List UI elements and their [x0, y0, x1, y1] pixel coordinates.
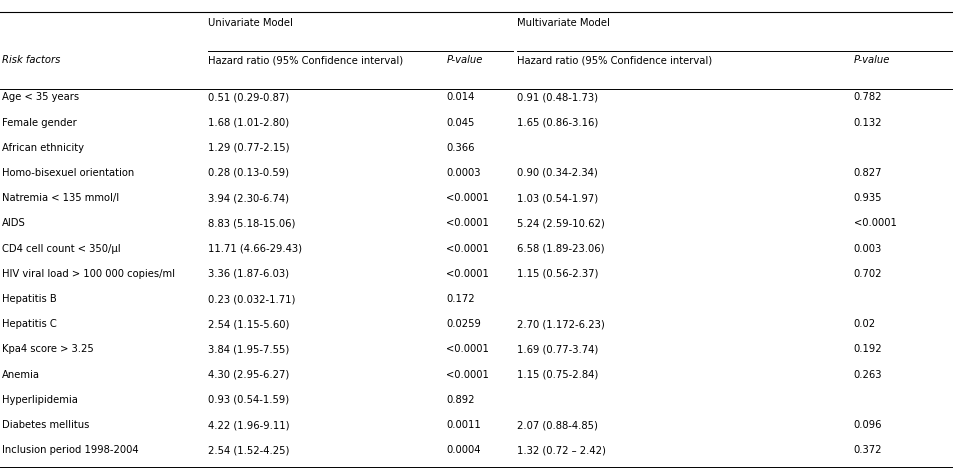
Text: 0.0011: 0.0011: [446, 420, 480, 430]
Text: Hyperlipidemia: Hyperlipidemia: [2, 395, 78, 405]
Text: Age < 35 years: Age < 35 years: [2, 92, 79, 102]
Text: 2.54 (1.15-5.60): 2.54 (1.15-5.60): [208, 319, 289, 329]
Text: Hazard ratio (95% Confidence interval): Hazard ratio (95% Confidence interval): [208, 55, 403, 65]
Text: <0.0001: <0.0001: [446, 269, 489, 279]
Text: Female gender: Female gender: [2, 118, 76, 128]
Text: 0.892: 0.892: [446, 395, 475, 405]
Text: <0.0001: <0.0001: [853, 218, 896, 228]
Text: 0.28 (0.13-0.59): 0.28 (0.13-0.59): [208, 168, 289, 178]
Text: Multivariate Model: Multivariate Model: [517, 18, 609, 28]
Text: Kpa4 score > 3.25: Kpa4 score > 3.25: [2, 345, 93, 355]
Text: Natremia < 135 mmol/l: Natremia < 135 mmol/l: [2, 193, 119, 203]
Text: 2.54 (1.52-4.25): 2.54 (1.52-4.25): [208, 445, 289, 455]
Text: 0.02: 0.02: [853, 319, 875, 329]
Text: Anemia: Anemia: [2, 370, 40, 380]
Text: Hazard ratio (95% Confidence interval): Hazard ratio (95% Confidence interval): [517, 55, 712, 65]
Text: 0.132: 0.132: [853, 118, 882, 128]
Text: Homo-bisexuel orientation: Homo-bisexuel orientation: [2, 168, 134, 178]
Text: <0.0001: <0.0001: [446, 345, 489, 355]
Text: 1.03 (0.54-1.97): 1.03 (0.54-1.97): [517, 193, 598, 203]
Text: 0.192: 0.192: [853, 345, 882, 355]
Text: 4.30 (2.95-6.27): 4.30 (2.95-6.27): [208, 370, 289, 380]
Text: P-value: P-value: [446, 55, 482, 65]
Text: 0.935: 0.935: [853, 193, 882, 203]
Text: <0.0001: <0.0001: [446, 218, 489, 228]
Text: 0.93 (0.54-1.59): 0.93 (0.54-1.59): [208, 395, 289, 405]
Text: 0.0259: 0.0259: [446, 319, 481, 329]
Text: 0.782: 0.782: [853, 92, 882, 102]
Text: 0.51 (0.29-0.87): 0.51 (0.29-0.87): [208, 92, 289, 102]
Text: CD4 cell count < 350/µl: CD4 cell count < 350/µl: [2, 244, 120, 254]
Text: P-value: P-value: [853, 55, 889, 65]
Text: 3.36 (1.87-6.03): 3.36 (1.87-6.03): [208, 269, 289, 279]
Text: 0.263: 0.263: [853, 370, 882, 380]
Text: 0.172: 0.172: [446, 294, 475, 304]
Text: Diabetes mellitus: Diabetes mellitus: [2, 420, 90, 430]
Text: 2.70 (1.172-6.23): 2.70 (1.172-6.23): [517, 319, 604, 329]
Text: 0.702: 0.702: [853, 269, 882, 279]
Text: 1.65 (0.86-3.16): 1.65 (0.86-3.16): [517, 118, 598, 128]
Text: 0.90 (0.34-2.34): 0.90 (0.34-2.34): [517, 168, 598, 178]
Text: Inclusion period 1998-2004: Inclusion period 1998-2004: [2, 445, 138, 455]
Text: 0.096: 0.096: [853, 420, 882, 430]
Text: <0.0001: <0.0001: [446, 370, 489, 380]
Text: 1.32 (0.72 – 2.42): 1.32 (0.72 – 2.42): [517, 445, 605, 455]
Text: 1.68 (1.01-2.80): 1.68 (1.01-2.80): [208, 118, 289, 128]
Text: 0.91 (0.48-1.73): 0.91 (0.48-1.73): [517, 92, 598, 102]
Text: 0.014: 0.014: [446, 92, 475, 102]
Text: 1.15 (0.75-2.84): 1.15 (0.75-2.84): [517, 370, 598, 380]
Text: 6.58 (1.89-23.06): 6.58 (1.89-23.06): [517, 244, 604, 254]
Text: 4.22 (1.96-9.11): 4.22 (1.96-9.11): [208, 420, 289, 430]
Text: 1.15 (0.56-2.37): 1.15 (0.56-2.37): [517, 269, 598, 279]
Text: 3.84 (1.95-7.55): 3.84 (1.95-7.55): [208, 345, 289, 355]
Text: 0.23 (0.032-1.71): 0.23 (0.032-1.71): [208, 294, 295, 304]
Text: 0.0004: 0.0004: [446, 445, 480, 455]
Text: HIV viral load > 100 000 copies/ml: HIV viral load > 100 000 copies/ml: [2, 269, 174, 279]
Text: 3.94 (2.30-6.74): 3.94 (2.30-6.74): [208, 193, 289, 203]
Text: Risk factors: Risk factors: [2, 55, 60, 65]
Text: 8.83 (5.18-15.06): 8.83 (5.18-15.06): [208, 218, 295, 228]
Text: Univariate Model: Univariate Model: [208, 18, 293, 28]
Text: <0.0001: <0.0001: [446, 244, 489, 254]
Text: <0.0001: <0.0001: [446, 193, 489, 203]
Text: 0.366: 0.366: [446, 143, 475, 153]
Text: AIDS: AIDS: [2, 218, 26, 228]
Text: 0.045: 0.045: [446, 118, 475, 128]
Text: 11.71 (4.66-29.43): 11.71 (4.66-29.43): [208, 244, 302, 254]
Text: 1.69 (0.77-3.74): 1.69 (0.77-3.74): [517, 345, 598, 355]
Text: 0.827: 0.827: [853, 168, 882, 178]
Text: 0.372: 0.372: [853, 445, 882, 455]
Text: 0.0003: 0.0003: [446, 168, 480, 178]
Text: 5.24 (2.59-10.62): 5.24 (2.59-10.62): [517, 218, 604, 228]
Text: 1.29 (0.77-2.15): 1.29 (0.77-2.15): [208, 143, 289, 153]
Text: Hepatitis B: Hepatitis B: [2, 294, 56, 304]
Text: 2.07 (0.88-4.85): 2.07 (0.88-4.85): [517, 420, 598, 430]
Text: 0.003: 0.003: [853, 244, 882, 254]
Text: Hepatitis C: Hepatitis C: [2, 319, 56, 329]
Text: African ethnicity: African ethnicity: [2, 143, 84, 153]
